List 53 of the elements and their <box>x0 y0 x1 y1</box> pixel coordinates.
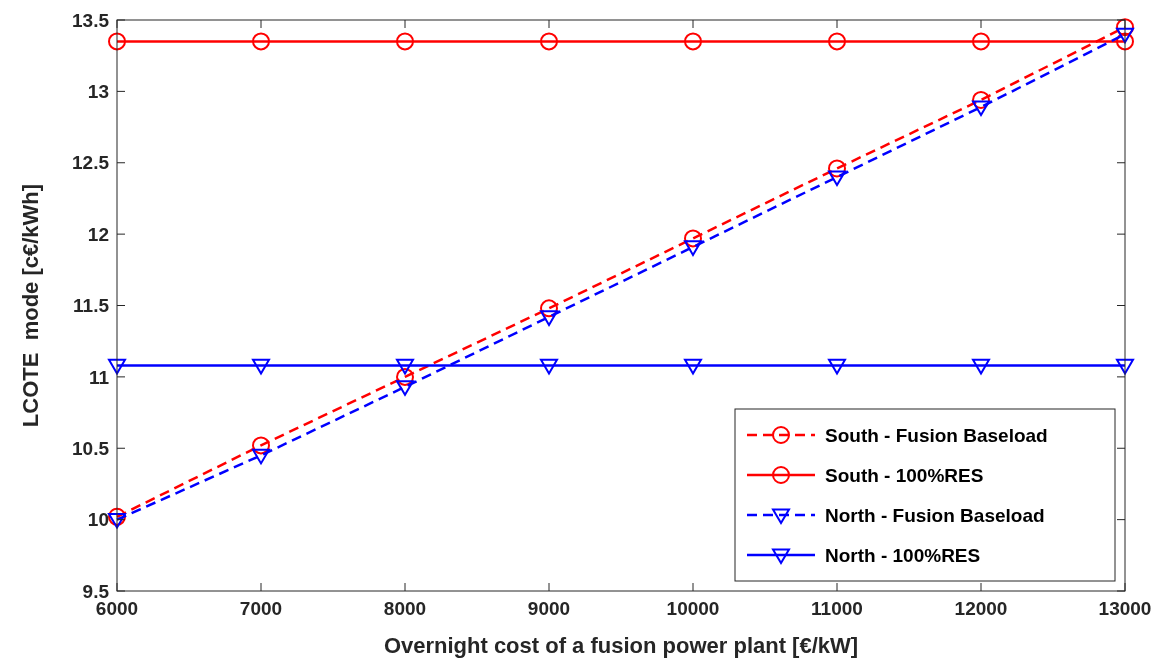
point <box>396 380 414 396</box>
point <box>828 170 846 187</box>
y-tick-label: 12.5 <box>72 152 110 174</box>
legend-label: North - Fusion Baseload <box>825 504 1045 526</box>
point <box>396 32 414 51</box>
legend-label: North - 100%RES <box>825 544 981 566</box>
x-tick-label: 9000 <box>527 598 571 619</box>
x-tick-label: 12000 <box>954 598 1008 619</box>
point <box>396 358 414 375</box>
x-tick-label: 10000 <box>666 598 720 619</box>
point <box>684 229 702 248</box>
point <box>540 299 558 318</box>
legend-label: South - Fusion Baseload <box>825 424 1048 446</box>
point <box>1116 32 1134 51</box>
point <box>828 32 846 51</box>
x-tick-label: 13000 <box>1098 598 1152 619</box>
x-tick-label: 8000 <box>383 598 427 619</box>
point <box>684 240 702 256</box>
point <box>1116 358 1134 375</box>
point <box>252 448 270 465</box>
point <box>828 358 846 375</box>
point <box>108 507 126 526</box>
y-tick-label: 12 <box>87 223 109 245</box>
point <box>540 32 558 51</box>
point <box>396 367 414 386</box>
point <box>540 358 558 375</box>
point <box>1116 18 1134 37</box>
y-tick-label: 11 <box>88 366 110 388</box>
y-tick-label: 11.5 <box>73 295 110 317</box>
y-tick-label: 10 <box>87 509 109 531</box>
point <box>252 436 270 455</box>
point <box>972 358 990 375</box>
point <box>1116 27 1134 44</box>
legend-label: South - 100%RES <box>825 464 984 486</box>
point <box>684 32 702 51</box>
point <box>972 32 990 51</box>
point <box>252 358 270 375</box>
point <box>972 100 990 117</box>
y-tick-label: 13 <box>87 81 109 103</box>
point <box>972 90 990 109</box>
point <box>252 32 270 51</box>
y-axis-title: LCOTE mode [c€/kWh] <box>18 183 43 428</box>
point <box>828 159 846 178</box>
point <box>108 513 126 529</box>
x-tick-label: 7000 <box>239 598 283 619</box>
point <box>108 358 126 375</box>
x-tick-label: 11000 <box>811 598 863 619</box>
point <box>540 310 558 326</box>
y-tick-label: 10.5 <box>72 437 110 459</box>
point <box>108 32 126 51</box>
x-axis-title: Overnight cost of a fusion power plant [€/kW] <box>383 633 859 658</box>
y-tick-label: 13.5 <box>72 9 110 31</box>
point <box>684 358 702 375</box>
